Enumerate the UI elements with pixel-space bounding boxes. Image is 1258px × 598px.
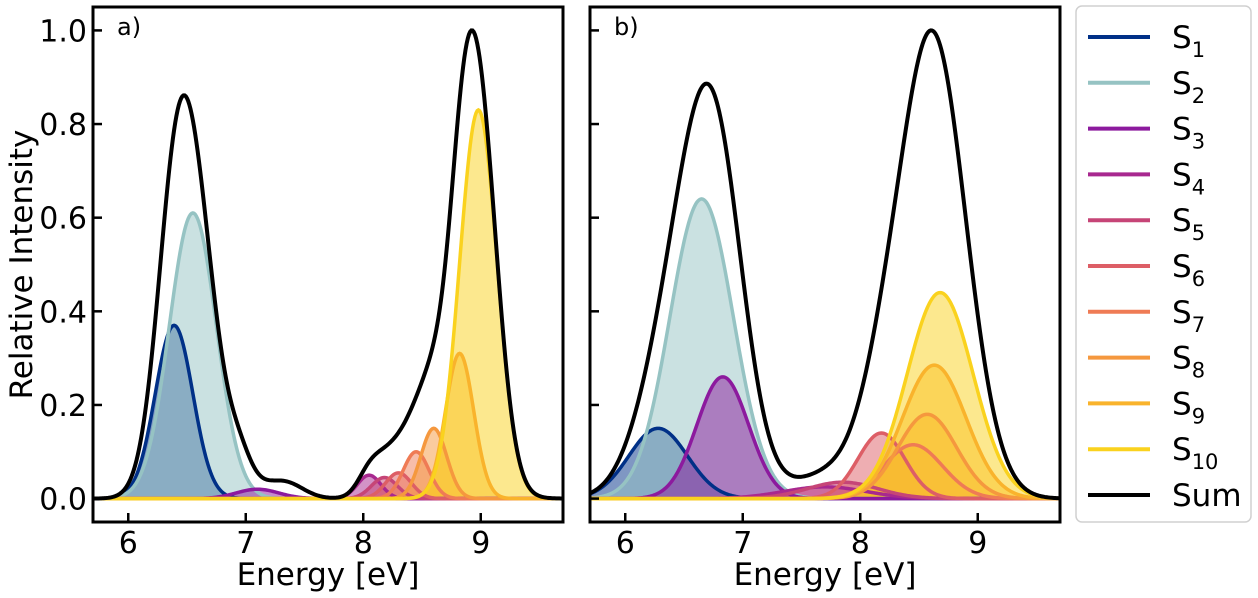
legend-item-s6: S6 (1088, 249, 1205, 291)
axes-frame (91, 5, 565, 524)
x-tick-label-7: 7 (733, 526, 752, 561)
plot-area (590, 28, 1060, 501)
legend-label-s7: S7 (1172, 295, 1205, 337)
x-axis-label: Energy [eV] (734, 557, 917, 593)
legend-item-s10: S10 (1088, 432, 1218, 474)
x-tick-label-8: 8 (354, 526, 373, 561)
y-tick-label: 0.6 (39, 202, 87, 237)
legend-item-s9: S9 (1088, 386, 1205, 428)
legend-item-s7: S7 (1088, 295, 1205, 337)
line-sum (93, 28, 563, 501)
legend-label-s9: S9 (1172, 386, 1205, 428)
legend-item-s4: S4 (1088, 157, 1205, 199)
x-tick-label-9: 9 (968, 526, 987, 561)
y-tick-label: 1.0 (39, 14, 87, 49)
y-tick-label: 0.2 (39, 389, 87, 424)
x-axis-label: Energy [eV] (237, 557, 420, 593)
legend-item-s8: S8 (1088, 341, 1205, 383)
area-s3 (590, 376, 1060, 499)
axes-frame (588, 5, 1062, 524)
area-s10 (93, 110, 563, 499)
legend-label-s1: S1 (1172, 20, 1205, 62)
x-tick-label-9: 9 (471, 526, 490, 561)
legend-item-s1: S1 (1088, 20, 1205, 62)
legend-label-s5: S5 (1172, 203, 1205, 245)
plot-area (93, 28, 563, 501)
panel-label: b) (614, 13, 639, 41)
legend-label-s6: S6 (1172, 249, 1205, 291)
area-s5 (590, 482, 1060, 499)
x-tick-label-6: 6 (616, 526, 635, 561)
panel-b: 6 7 8 9 Energy [eV] b) (588, 5, 1062, 593)
area-s10 (590, 292, 1060, 499)
legend-item-s5: S5 (1088, 203, 1205, 245)
legend-item-sum: Sum (1088, 478, 1242, 514)
legend-item-s3: S3 (1088, 112, 1205, 154)
legend-label-s2: S2 (1172, 66, 1205, 108)
y-tick-label: 0.8 (39, 108, 87, 143)
line-s10 (590, 290, 1060, 501)
x-tick-label-7: 7 (236, 526, 255, 561)
legend-box (1075, 5, 1252, 523)
y-tick-label: 0.0 (39, 483, 87, 518)
legend-label-sum: Sum (1172, 478, 1242, 514)
legend-label-s8: S8 (1172, 341, 1205, 383)
panel-a: 6 7 8 9 0.0 0.2 0.4 0.6 0.8 1.0 Energy [eV] Relativ… (4, 5, 565, 593)
y-tick-label: 0.4 (39, 295, 87, 330)
legend-item-s2: S2 (1088, 66, 1205, 108)
line-sum (590, 28, 1060, 501)
x-tick-label-8: 8 (851, 526, 870, 561)
panel-label: a) (117, 13, 141, 41)
legend-label-s3: S3 (1172, 112, 1205, 154)
legend-label-s10: S10 (1172, 432, 1218, 474)
y-axis-label: Relative Intensity (4, 130, 40, 400)
legend-label-s4: S4 (1172, 157, 1205, 199)
x-tick-label-6: 6 (119, 526, 138, 561)
